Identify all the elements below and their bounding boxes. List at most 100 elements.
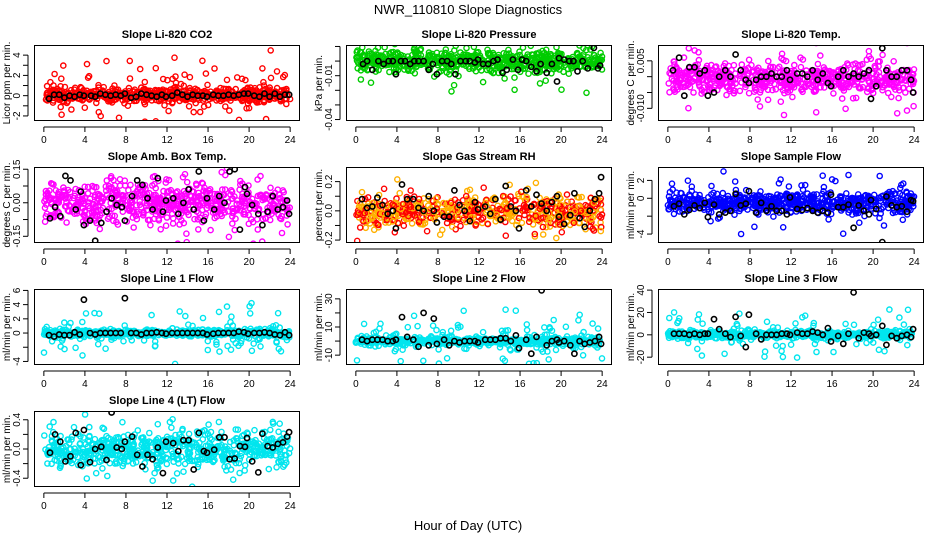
- summary-point: [701, 199, 709, 207]
- data-point: [699, 76, 707, 84]
- data-point: [888, 93, 895, 101]
- data-point: [128, 196, 136, 204]
- data-point: [94, 213, 101, 221]
- data-point: [199, 314, 207, 322]
- summary-point: [410, 57, 418, 65]
- x-tick-label: 8: [123, 135, 129, 146]
- data-point: [819, 172, 827, 179]
- data-point: [393, 58, 401, 66]
- summary-point: [548, 60, 556, 68]
- data-point: [77, 83, 84, 91]
- data-point: [147, 221, 154, 229]
- data-point: [554, 64, 561, 71]
- data-point: [58, 111, 65, 118]
- data-point: [169, 220, 177, 227]
- data-point: [839, 230, 847, 237]
- summary-point: [77, 188, 85, 195]
- summary-point: [497, 216, 504, 223]
- data-point: [817, 199, 825, 207]
- summary-point: [481, 203, 489, 210]
- data-point: [157, 225, 164, 233]
- summary-point: [154, 174, 162, 182]
- data-point: [279, 73, 287, 81]
- x-axis: 0 4 8 12 16 20 24: [353, 126, 608, 146]
- summary-point: [433, 70, 441, 78]
- data-point: [180, 82, 188, 90]
- data-point: [374, 221, 382, 228]
- x-tick-label: 8: [435, 257, 441, 268]
- data-point: [433, 49, 441, 57]
- data-point: [259, 65, 266, 72]
- summary-point: [195, 168, 203, 175]
- y-tick-label: 4: [12, 301, 23, 307]
- data-point: [57, 343, 65, 350]
- data-point: [394, 205, 402, 213]
- y-axis-label: degrees C per min.: [2, 162, 13, 247]
- data-point: [124, 102, 132, 109]
- y-axis-label: kPa per min.: [314, 55, 325, 111]
- data-point: [91, 193, 99, 201]
- data-point: [770, 213, 777, 220]
- x-tick-label: 4: [82, 257, 88, 268]
- data-point: [511, 74, 518, 81]
- data-point: [443, 219, 451, 227]
- summary-point: [169, 194, 177, 202]
- data-point: [767, 193, 775, 200]
- data-point: [448, 223, 456, 230]
- data-point: [276, 194, 284, 202]
- plot-frame: [346, 167, 612, 243]
- summary-point: [581, 223, 589, 231]
- data-point: [450, 81, 458, 89]
- data-point: [849, 211, 856, 218]
- panel-3: Slope Li-820 Temp.degrees C per min.0 4 8 1…: [626, 29, 924, 146]
- summary-point: [103, 208, 110, 216]
- data-point: [688, 70, 696, 77]
- summary-point: [850, 224, 857, 232]
- summary-point: [878, 45, 886, 52]
- data-point: [47, 195, 55, 202]
- data-point: [185, 103, 193, 110]
- data-point: [521, 65, 529, 72]
- data-point: [873, 71, 880, 78]
- summary-point: [221, 199, 228, 207]
- summary-point: [389, 207, 397, 215]
- x-tick-label: 8: [123, 257, 129, 268]
- data-point: [181, 71, 188, 78]
- summary-point: [491, 195, 499, 203]
- summary-point: [450, 186, 458, 194]
- data-point: [726, 85, 734, 93]
- summary-point: [669, 66, 677, 74]
- data-point: [194, 226, 202, 233]
- data-point: [776, 63, 783, 71]
- data-point: [814, 60, 822, 68]
- data-point: [188, 332, 195, 340]
- data-point: [256, 191, 264, 199]
- summary-point: [696, 70, 704, 77]
- data-point: [92, 207, 100, 215]
- y-tick-label: -0.04: [324, 108, 335, 131]
- data-point: [361, 52, 369, 60]
- data-point: [553, 45, 560, 51]
- data-point: [754, 96, 762, 103]
- x-tick-label: 0: [665, 135, 671, 146]
- y-tick-label: 2: [636, 177, 647, 183]
- data-point: [241, 124, 246, 129]
- summary-point: [358, 195, 366, 203]
- x-tick-label: 12: [473, 257, 485, 268]
- summary-point: [855, 73, 863, 81]
- data-point: [583, 89, 590, 97]
- y-tick-label: -0.01: [324, 64, 335, 87]
- summary-point: [215, 192, 223, 200]
- summary-point: [533, 191, 540, 199]
- summary-point: [447, 60, 455, 68]
- summary-point: [548, 198, 556, 206]
- summary-point: [203, 93, 211, 101]
- data-point: [597, 223, 605, 231]
- summary-point: [285, 91, 293, 99]
- data-point: [879, 192, 887, 199]
- data-point: [691, 47, 698, 54]
- data-point: [523, 193, 531, 201]
- data-point: [133, 202, 140, 209]
- data-point: [356, 224, 364, 231]
- data-point: [391, 347, 399, 355]
